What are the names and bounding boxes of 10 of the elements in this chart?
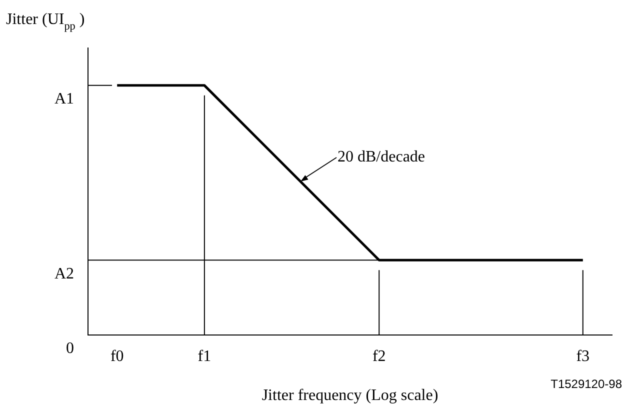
x-tick-label: f1 xyxy=(198,348,212,365)
text: A1 xyxy=(54,90,74,108)
text: T1529120-98 xyxy=(550,377,622,391)
text: A2 xyxy=(54,265,74,282)
x-tick-label: f3 xyxy=(576,348,590,365)
x-tick-label: f2 xyxy=(372,348,386,365)
annotation: 20 dB/decade xyxy=(338,148,426,166)
text: 0 xyxy=(66,340,74,358)
x-axis-title: Jitter frequency (Log scale) xyxy=(262,387,438,404)
x-tick-label: f0 xyxy=(110,348,124,365)
